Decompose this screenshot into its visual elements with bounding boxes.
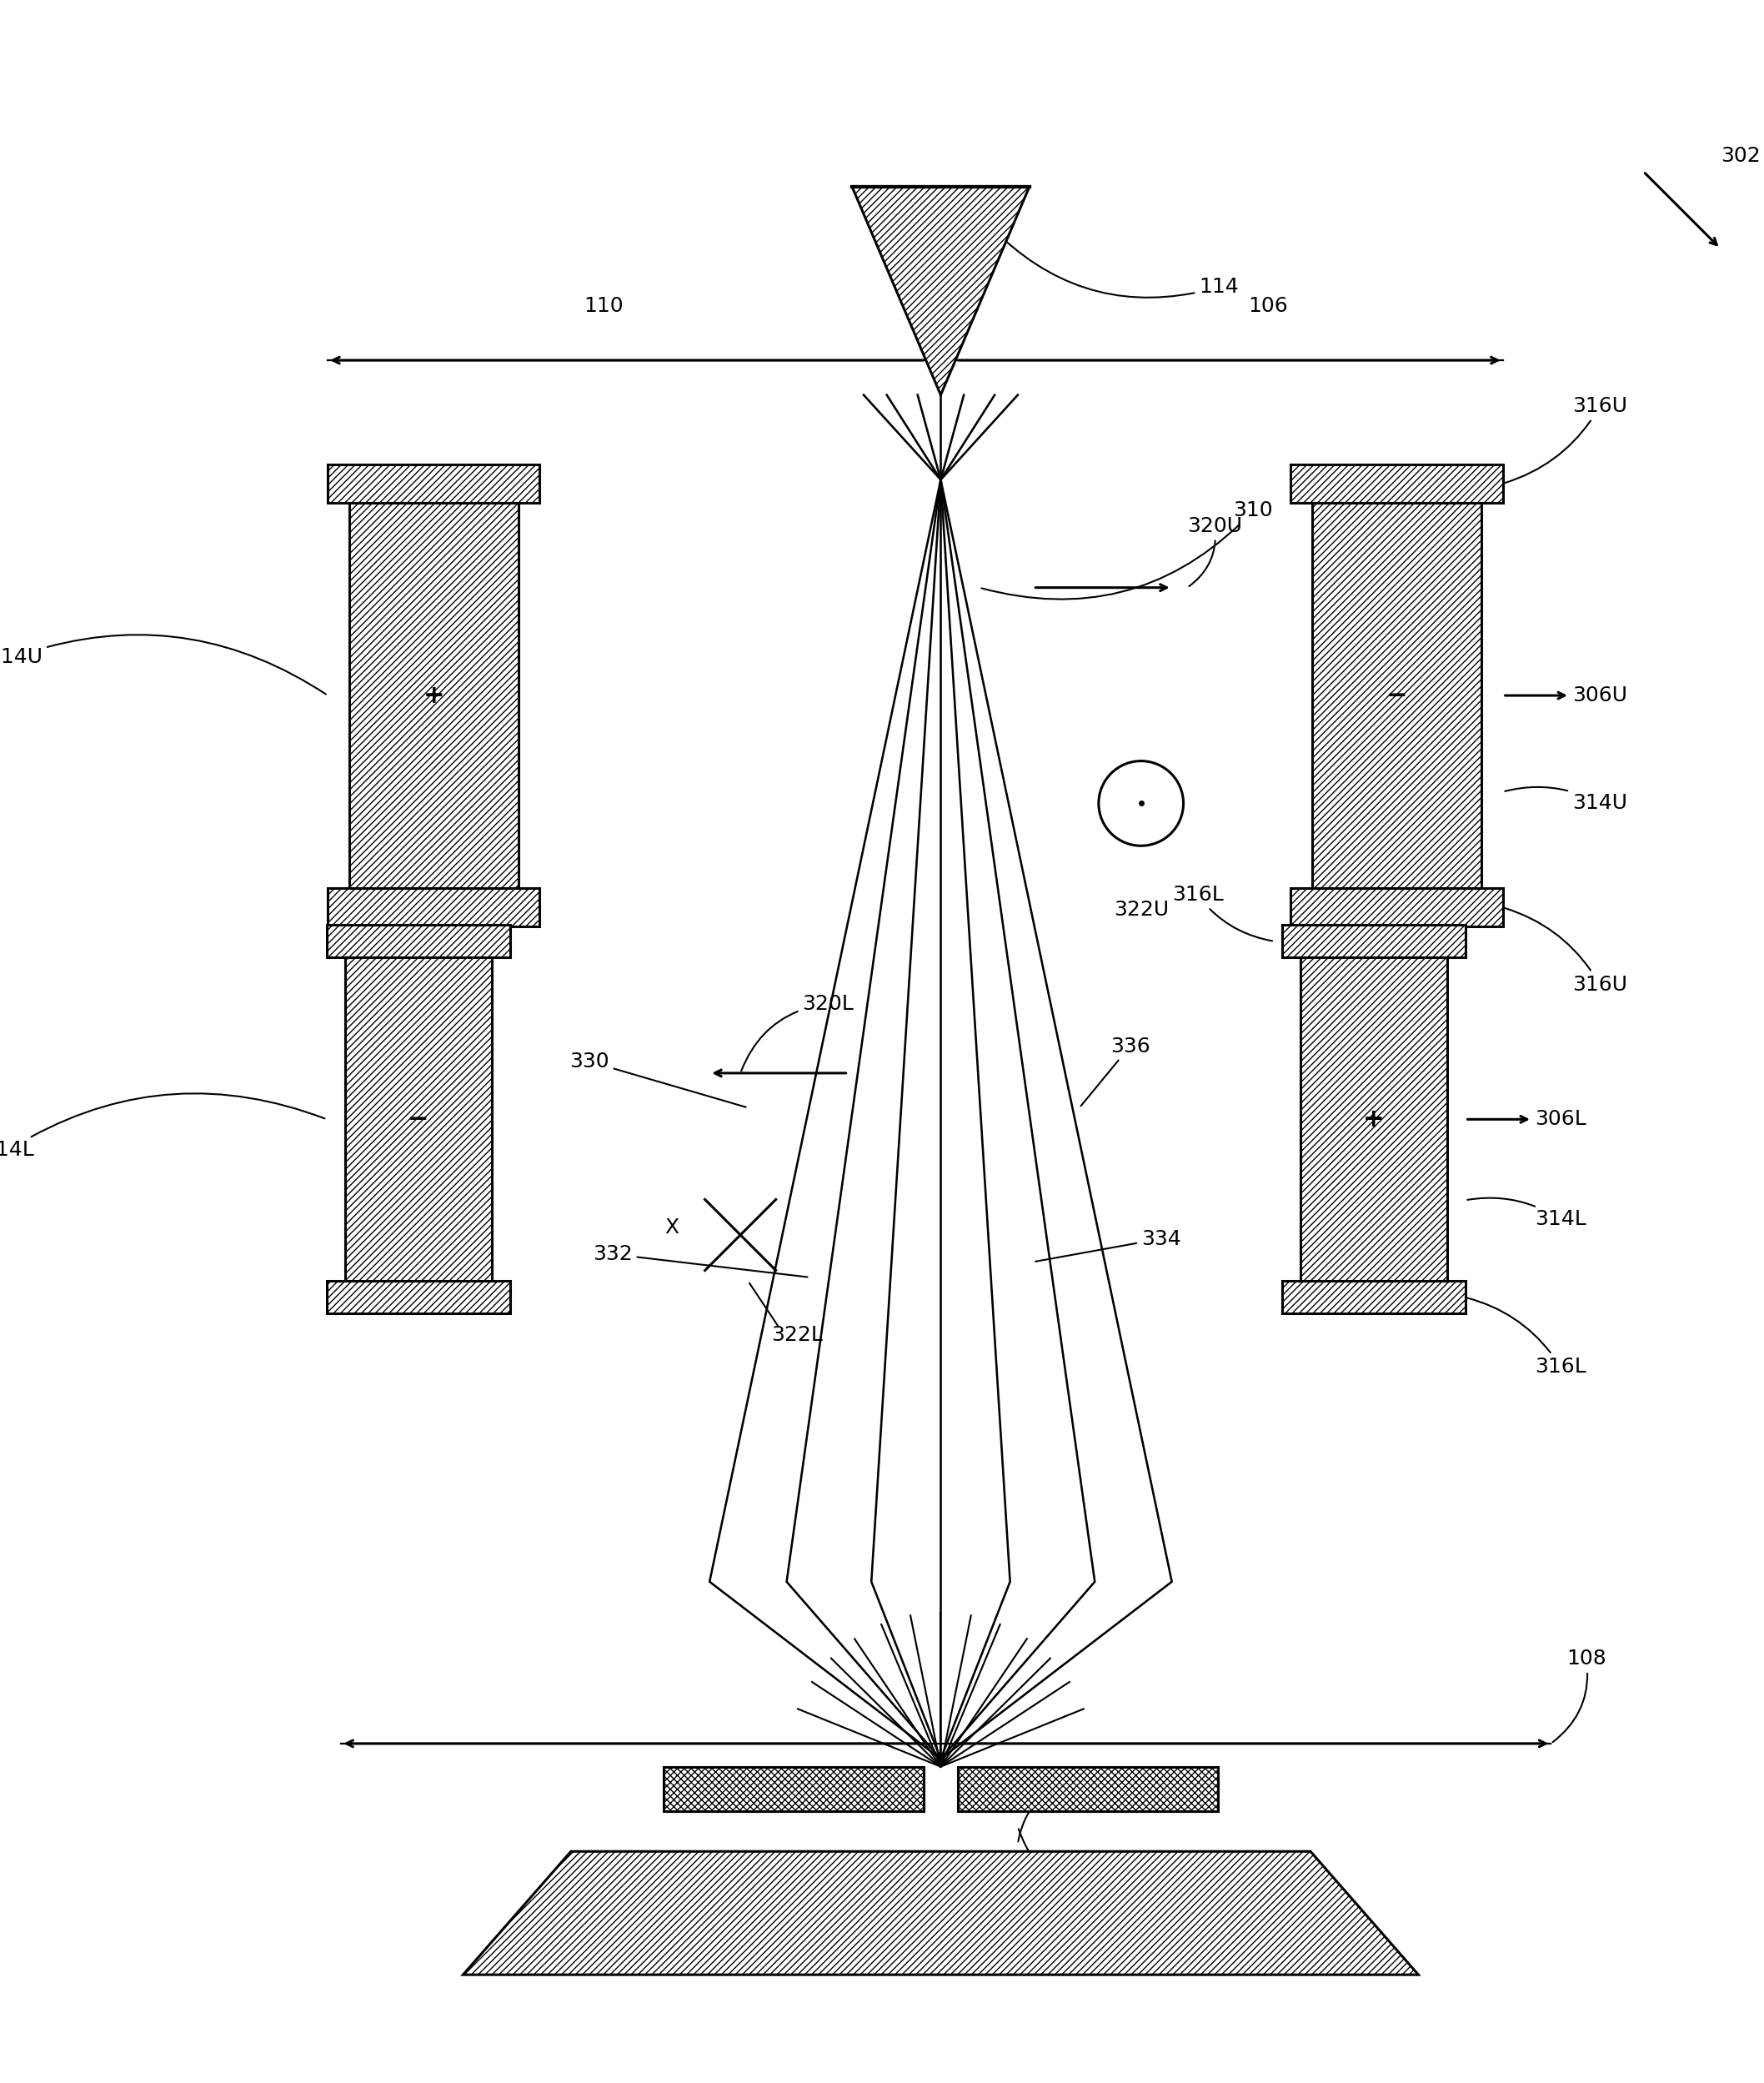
Text: +: +	[423, 683, 445, 708]
Bar	[1291, 465, 1503, 502]
Bar	[328, 465, 540, 502]
Text: X: X	[665, 1216, 679, 1237]
Text: 322L: 322L	[771, 1325, 822, 1346]
Text: 332: 332	[593, 1244, 808, 1277]
Bar	[326, 1281, 510, 1314]
Text: 314U: 314U	[0, 635, 326, 694]
Bar	[1312, 502, 1482, 887]
Bar	[346, 958, 492, 1281]
Text: 314L: 314L	[1468, 1198, 1586, 1229]
Text: +: +	[1364, 1108, 1385, 1131]
Text: 316U: 316U	[1505, 396, 1626, 483]
Text: 322U: 322U	[1113, 900, 1168, 921]
Text: 306L: 306L	[1468, 1110, 1586, 1129]
Text: 316L: 316L	[1468, 1298, 1586, 1377]
Text: 302: 302	[1720, 146, 1760, 167]
Text: 108: 108	[1552, 1650, 1605, 1741]
Text: 320U: 320U	[1187, 517, 1242, 585]
Text: 310: 310	[981, 500, 1274, 600]
Text: −: −	[1387, 683, 1408, 708]
Text: −: −	[407, 1108, 429, 1131]
Text: 106: 106	[1249, 296, 1288, 317]
Text: 330: 330	[570, 1052, 746, 1108]
Polygon shape	[464, 1852, 1418, 1975]
Bar	[328, 887, 540, 927]
Bar	[349, 502, 519, 887]
Text: 320L: 320L	[741, 994, 854, 1071]
Polygon shape	[852, 187, 1030, 396]
Bar	[1282, 925, 1466, 958]
Text: 306U: 306U	[1505, 685, 1626, 706]
Bar	[1282, 1281, 1466, 1314]
Text: 314U: 314U	[1505, 787, 1626, 812]
Polygon shape	[663, 1766, 924, 1812]
Text: 110: 110	[584, 296, 623, 317]
Text: 316U: 316U	[1505, 908, 1626, 994]
Text: 336: 336	[1081, 1035, 1150, 1106]
Polygon shape	[958, 1766, 1219, 1812]
Circle shape	[1099, 760, 1184, 846]
Bar	[1300, 958, 1446, 1281]
Text: 316L: 316L	[1171, 885, 1272, 942]
Text: 334: 334	[1035, 1229, 1180, 1262]
Bar	[326, 925, 510, 958]
Text: 112: 112	[1018, 1829, 1104, 1914]
Bar	[1291, 887, 1503, 927]
Text: 314L: 314L	[0, 1094, 325, 1160]
Text: 114: 114	[991, 227, 1238, 298]
